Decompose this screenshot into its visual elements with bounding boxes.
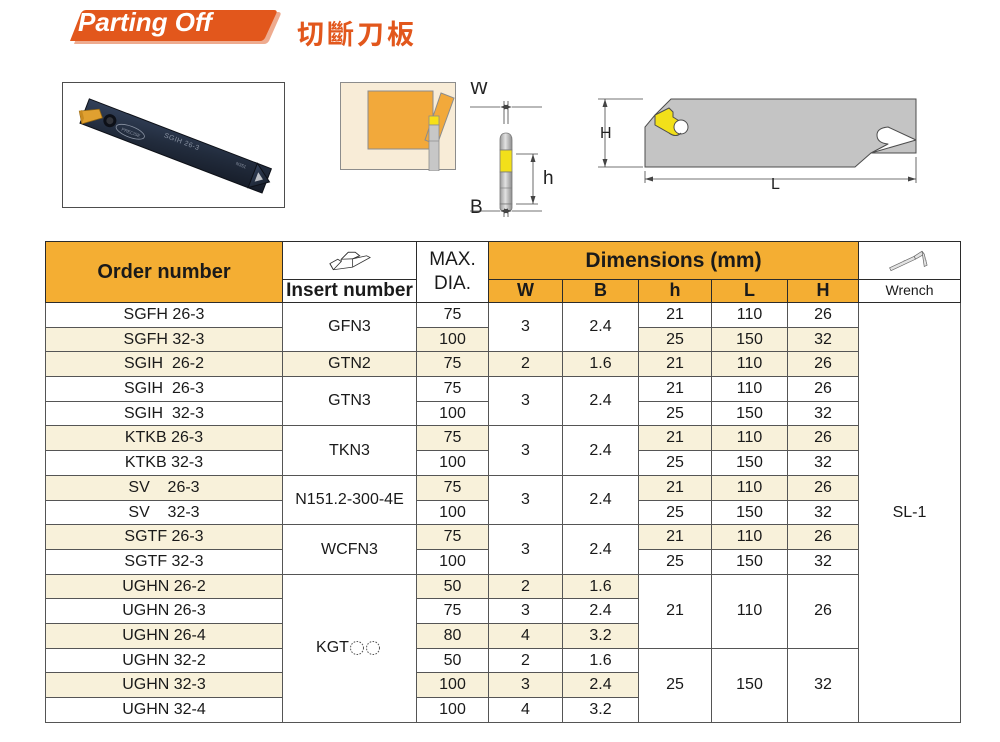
svg-text:W: W (470, 82, 488, 99)
svg-text:B: B (470, 198, 483, 218)
svg-text:L: L (771, 176, 780, 190)
svg-text:h: h (543, 168, 554, 189)
svg-text:H: H (600, 125, 612, 142)
